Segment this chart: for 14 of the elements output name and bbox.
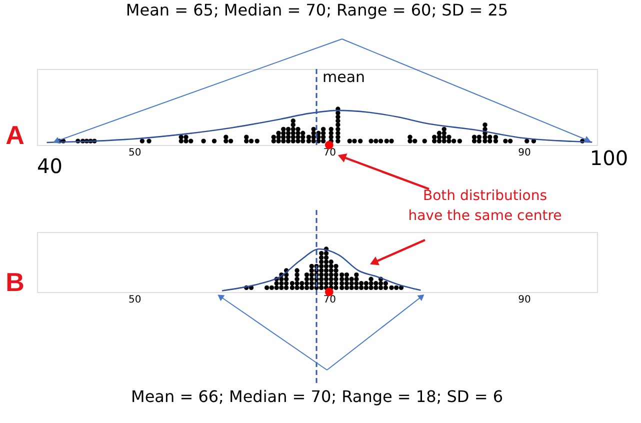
x-tick-label: 70 [323,294,336,306]
ref-line-label: mean [322,68,366,86]
y-axis-title: A [6,120,25,150]
x-tick-label: 90 [518,294,531,306]
text: Mean = 66; Median = 70; Range = 18; SD = 6 [131,386,503,406]
y-axis-title: B [6,267,24,297]
x-tick-label: 50 [128,294,142,306]
text: 100 [590,146,628,170]
text: 40 [37,154,62,178]
x-tick-label: 70 [323,148,336,158]
text: Both distributions have the same centre [408,188,562,224]
x-tick-label: 90 [518,148,531,158]
x-tick-label: 50 [128,148,142,158]
chart-title: Mean = 65; Median = 70; Range = 60; SD = 25 [126,0,508,20]
